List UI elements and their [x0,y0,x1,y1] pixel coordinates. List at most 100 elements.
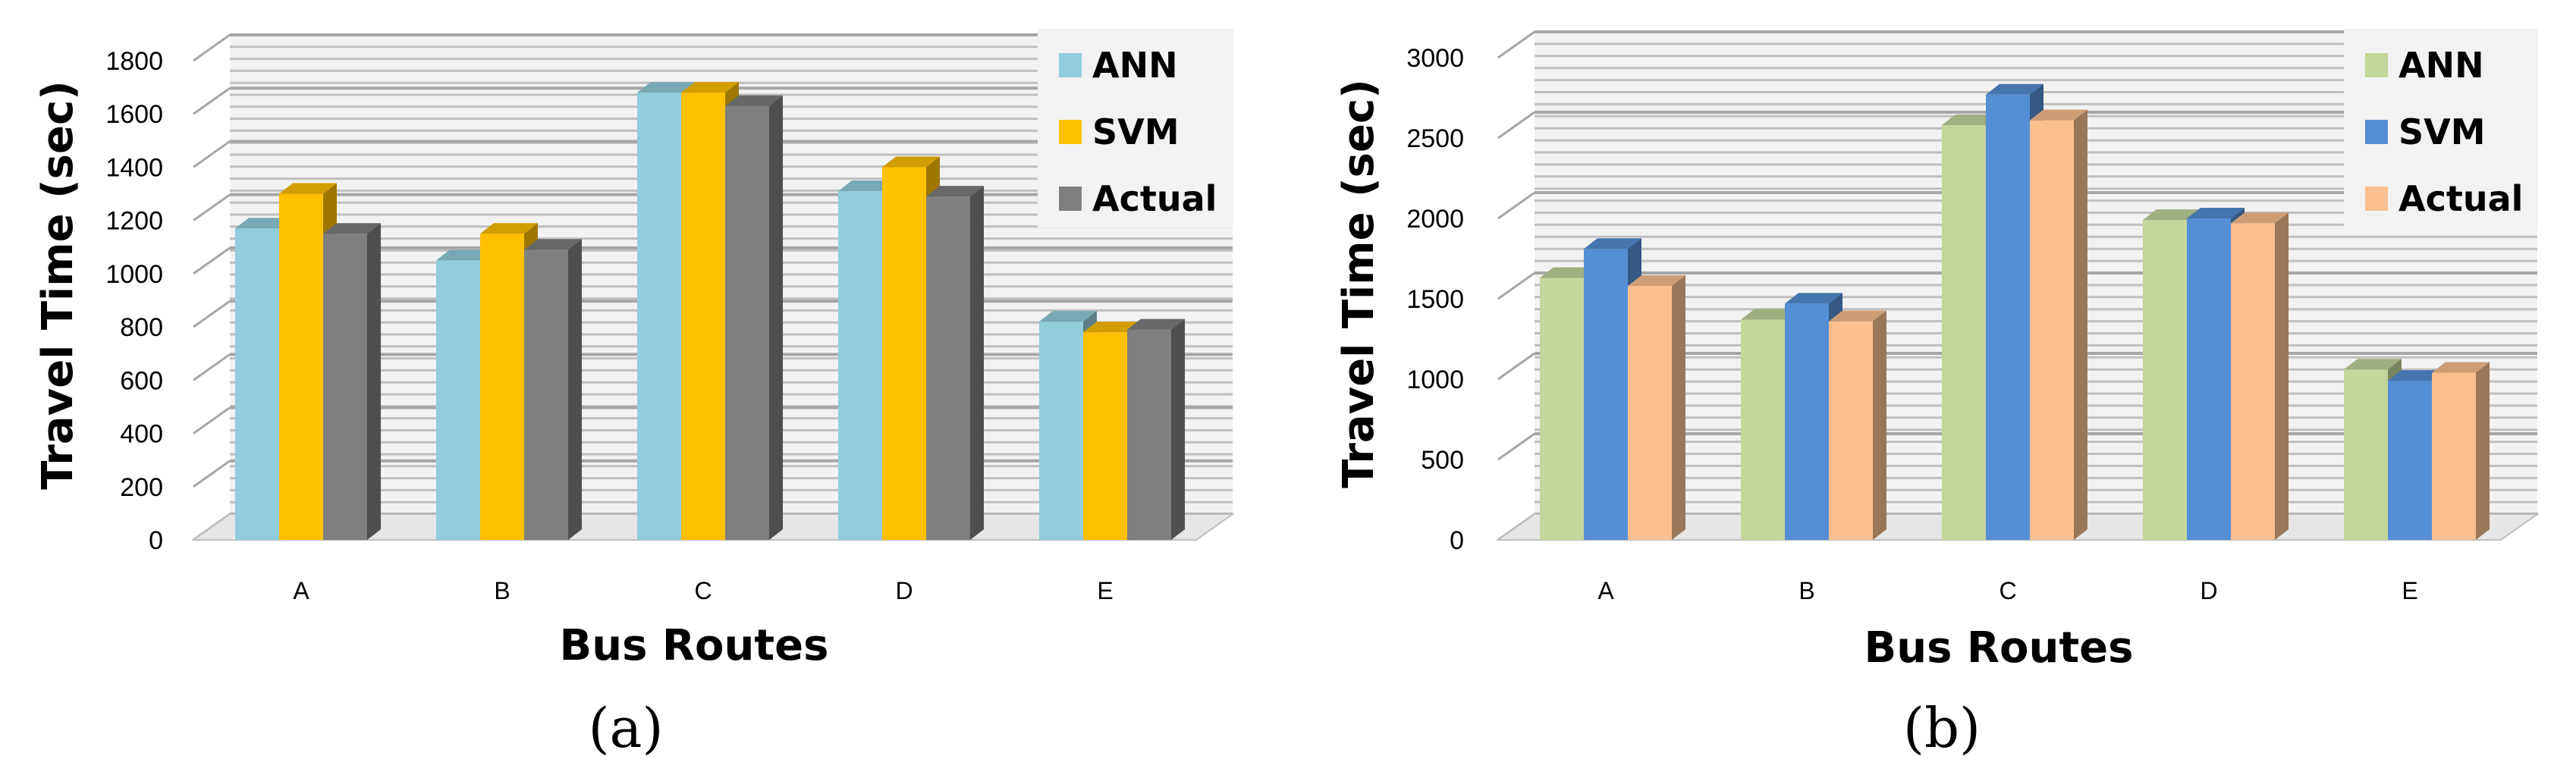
gridline-depth [1497,432,1535,461]
bar-actual-e [1127,318,1185,540]
legend-swatch [1059,187,1082,211]
bar-front [323,234,367,540]
bar-front [1628,286,1672,540]
bar-front [1986,94,2030,540]
bar-front [1785,303,1829,540]
x-tick-label: C [694,577,712,604]
legend-label: Actual [1092,178,1217,219]
y-tick-label: 1800 [105,47,163,76]
y-tick-label: 3000 [1406,44,1464,73]
bar-front [1083,332,1127,540]
y-tick-label: 2500 [1406,124,1464,153]
bar-front [725,105,769,540]
bar-top [2143,209,2201,221]
gridline-depth [193,86,231,115]
bar-front [637,93,681,541]
bar-top [1986,83,2044,95]
gridline-depth [1497,352,1535,381]
gridline-depth [193,460,231,488]
legend-label: SVM [2399,111,2486,152]
x-tick-label: A [1597,577,1614,604]
y-tick-label: 1200 [105,207,163,236]
chart-b: 0 500 1000 1500 2000 2500 3000 A B C D E Travel Time… [1334,29,2540,760]
legend-swatch [2365,187,2388,211]
bar-top [2030,109,2088,121]
y-tick-label: 0 [149,526,163,555]
gridline-depth [1497,271,1535,300]
bar-top [1785,293,1842,304]
bar-top [235,218,293,229]
bar-top [1540,267,1597,278]
x-tick-label: A [293,577,309,604]
bar-side [970,186,984,541]
legend-label: Actual [2399,178,2523,219]
bar-side [1171,318,1185,540]
bar-front [2030,120,2074,540]
bar-front [2143,220,2187,540]
bar-actual-d [926,186,984,541]
bar-top [436,249,494,261]
y-tick-label: 1500 [1406,285,1464,314]
y-tick-label: 200 [120,473,163,502]
panel-label: (b) [1903,696,1981,760]
bar-actual-b [1829,310,1886,540]
bar-actual-d [2231,212,2289,540]
x-tick-label: B [494,577,510,604]
y-axis-title: Travel Time (sec) [33,80,83,490]
bar-front [2231,223,2275,540]
bar-side [2275,212,2289,540]
gridline-depth [193,300,231,328]
bar-front [279,193,323,541]
bar-top [323,223,381,234]
bar-top [1584,238,1641,249]
y-tick-label: 0 [1450,526,1464,555]
bar-front [1127,329,1171,540]
gridline-depth [193,140,231,168]
gridline-depth [1497,111,1535,140]
bar-front [1942,125,1986,541]
bar-ann-a [1540,267,1597,540]
y-tick-label: 800 [120,313,163,342]
y-tick-label: 400 [120,420,163,449]
bar-top [725,95,783,106]
panel-label: (a) [588,696,663,760]
bar-ann-b [436,249,494,540]
bar-actual-a [1628,275,1685,540]
bar-actual-a [323,223,381,540]
legend: ANN SVM Actual [2344,29,2538,227]
y-tick-label: 1600 [105,100,163,129]
bar-front [2344,369,2388,540]
legend-label: SVM [1092,111,1180,152]
bar-front [1584,249,1628,540]
bar-front [2187,218,2231,540]
bar-front [480,234,524,540]
bar-top [882,156,940,168]
x-axis-title: Bus Routes [560,621,829,670]
bar-top [2231,212,2289,224]
bar-top [1741,309,1798,320]
bar-top [1829,310,1886,322]
x-tick-label: E [2402,577,2417,604]
bar-side [769,95,783,540]
y-axis-title: Travel Time (sec) [1334,79,1384,488]
legend: ANN SVM Actual [1038,29,1233,227]
bar-front [2388,381,2432,540]
gridline-depth [193,353,231,381]
gridline-depth [1497,191,1535,220]
legend-swatch [1059,120,1082,144]
bar-front [1829,321,1873,540]
x-tick-label: B [1798,577,1814,604]
y-tick-label: 1000 [1406,366,1464,394]
bar-side [2476,362,2490,540]
bar-front [436,260,480,540]
bar-top [681,82,739,93]
bar-front [882,167,926,540]
x-tick-label: D [2200,577,2217,604]
gridline-depth [193,246,231,275]
bar-top [480,223,538,234]
legend-swatch [2365,120,2388,144]
legend-label: ANN [2399,45,2484,86]
bar-side [367,223,381,540]
x-tick-label: C [1999,577,2016,604]
